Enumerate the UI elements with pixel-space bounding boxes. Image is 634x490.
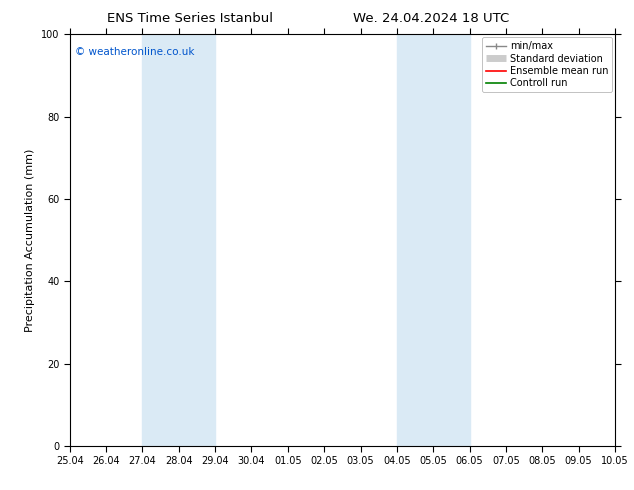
Legend: min/max, Standard deviation, Ensemble mean run, Controll run: min/max, Standard deviation, Ensemble me…: [482, 37, 612, 92]
Bar: [397, 34, 470, 446]
Text: ENS Time Series Istanbul: ENS Time Series Istanbul: [107, 12, 273, 25]
Y-axis label: Precipitation Accumulation (mm): Precipitation Accumulation (mm): [25, 148, 36, 332]
Bar: [143, 34, 215, 446]
Text: We. 24.04.2024 18 UTC: We. 24.04.2024 18 UTC: [353, 12, 509, 25]
Text: © weatheronline.co.uk: © weatheronline.co.uk: [75, 47, 195, 57]
